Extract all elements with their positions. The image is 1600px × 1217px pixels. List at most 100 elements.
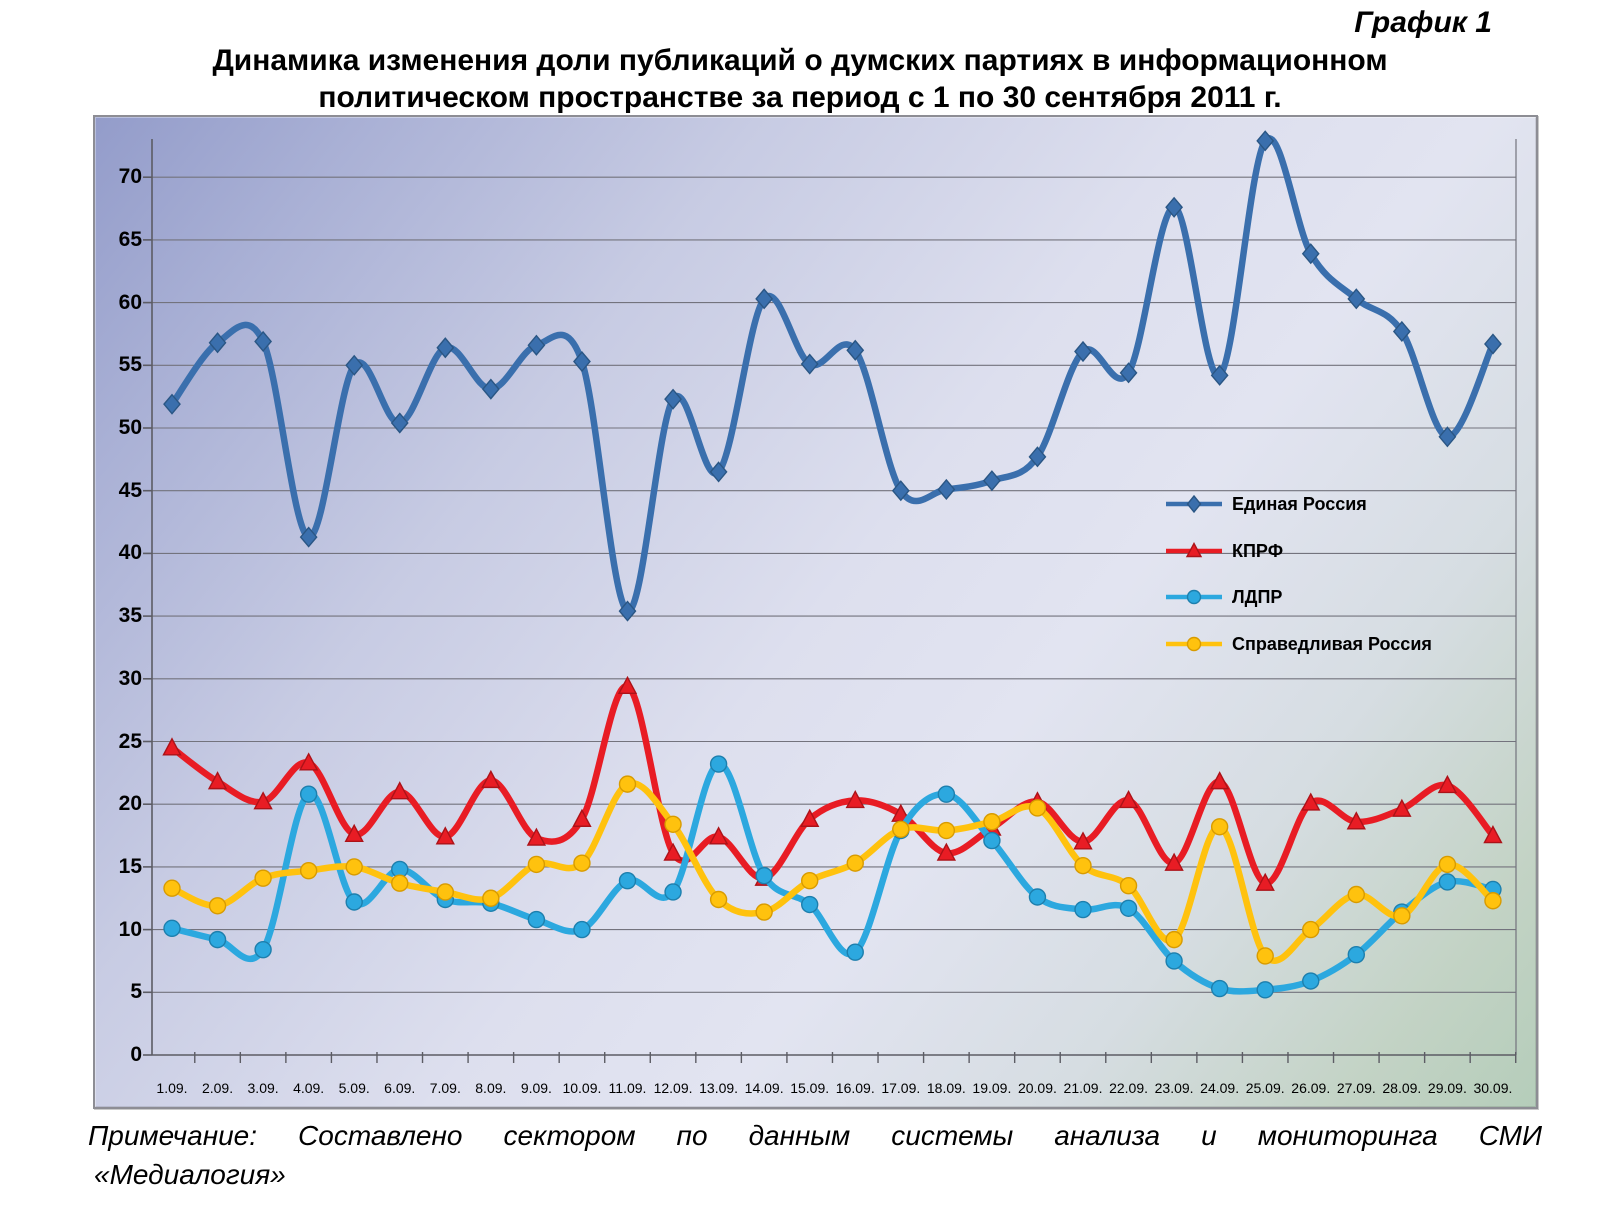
legend-item-справедливая-россия: Справедливая Россия: [1165, 632, 1432, 656]
x-tick-label-8-09-: 8.09.: [475, 1080, 507, 1096]
data-point-marker: [436, 337, 455, 359]
data-point-marker: [1302, 920, 1320, 939]
data-point-marker: [1119, 877, 1138, 895]
x-tick-label-6-09-: 6.09.: [384, 1080, 416, 1096]
data-point-marker: [1165, 196, 1184, 218]
x-tick-label-2-09-: 2.09.: [201, 1080, 234, 1096]
data-point-marker: [618, 600, 637, 622]
legend-item-лдпр: ЛДПР: [1165, 585, 1282, 609]
data-point-marker: [435, 826, 455, 845]
data-point-marker: [482, 889, 500, 907]
data-point-marker: [573, 350, 591, 373]
data-point-marker: [755, 288, 774, 310]
y-tick-label-55: 55: [118, 353, 142, 377]
x-tick-label-15-09-: 15.09.: [790, 1080, 830, 1096]
x-tick-label-22-09-: 22.09.: [1109, 1080, 1149, 1096]
data-point-marker: [163, 393, 181, 415]
data-point-marker: [1302, 972, 1320, 990]
data-point-marker: [709, 461, 728, 483]
data-point-marker: [344, 823, 364, 842]
series-line: [168, 760, 1497, 995]
data-point-marker: [1347, 288, 1366, 310]
data-point-marker: [1028, 446, 1047, 468]
data-point-marker: [1028, 799, 1047, 817]
legend-label: ЛДПР: [1232, 586, 1283, 607]
data-point-marker: [299, 785, 318, 803]
data-point-marker: [1301, 243, 1320, 265]
data-point-marker: [253, 791, 273, 810]
data-point-marker: [572, 808, 592, 827]
data-point-marker: [1483, 825, 1503, 844]
y-tick-label-65: 65: [118, 227, 142, 251]
data-point-marker: [1210, 979, 1229, 998]
x-tick-label-30-09-: 30.09.: [1473, 1080, 1513, 1096]
data-point-marker: [527, 910, 546, 929]
data-point-marker: [1074, 900, 1092, 919]
note: Примечание: Составлено сектором по данны…: [88, 1116, 1542, 1194]
data-point-marker: [1346, 811, 1366, 830]
data-point-marker: [1256, 130, 1275, 152]
data-point-marker: [1256, 981, 1274, 999]
data-point-marker: [846, 854, 864, 872]
data-point-marker: [299, 861, 318, 880]
data-point-marker: [1028, 888, 1047, 906]
data-point-marker: [1074, 340, 1092, 363]
y-tick-label-60: 60: [118, 290, 142, 314]
data-point-marker: [345, 858, 363, 876]
data-point-marker: [983, 813, 1001, 831]
data-point-marker: [299, 526, 318, 548]
x-tick-label-20-09-: 20.09.: [1017, 1080, 1057, 1096]
data-point-marker: [208, 332, 227, 354]
series-лдпр: [163, 755, 1502, 999]
data-point-marker: [254, 940, 272, 959]
data-point-marker: [1073, 831, 1093, 850]
y-tick-label-70: 70: [118, 165, 142, 189]
figure-label: График 1: [1354, 6, 1492, 39]
series-единая-россия: [163, 130, 1502, 622]
legend-item-кпрф: КПРФ: [1165, 539, 1283, 563]
data-point-marker: [1438, 426, 1457, 448]
data-point-marker: [481, 378, 500, 400]
chart-frame: 0 5 10 15 20 25 30 35 40 45 50 55 60 65 70 1.09. 2.09. 3…: [93, 115, 1538, 1109]
chart-title: Динамика изменения доли публикаций о дум…: [0, 42, 1600, 116]
x-tick-label-13-09-: 13.09.: [699, 1080, 739, 1096]
data-point-marker: [1347, 945, 1366, 964]
data-point-marker: [527, 855, 546, 874]
data-point-marker: [1186, 636, 1202, 652]
data-point-marker: [254, 330, 273, 353]
x-tick-label-7-09-: 7.09.: [429, 1080, 461, 1096]
data-point-marker: [1118, 789, 1139, 809]
data-point-marker: [436, 883, 454, 901]
x-tick-label-29-09-: 29.09.: [1427, 1080, 1467, 1096]
data-point-marker: [709, 890, 728, 909]
data-point-marker: [1484, 892, 1502, 910]
data-point-marker: [708, 826, 729, 845]
data-point-marker: [1074, 856, 1092, 875]
data-point-marker: [1164, 852, 1184, 871]
data-point-marker: [391, 874, 409, 892]
y-tick-label-25: 25: [118, 729, 142, 753]
data-point-marker: [1437, 774, 1458, 794]
data-point-marker: [709, 755, 728, 773]
data-point-marker: [1185, 542, 1203, 558]
series-кпрф: [162, 675, 1503, 891]
data-point-marker: [207, 771, 228, 790]
x-tick-label-3-09-: 3.09.: [247, 1080, 279, 1096]
data-point-marker: [801, 871, 819, 890]
x-tick-label-19-09-: 19.09.: [972, 1080, 1012, 1096]
data-point-marker: [937, 478, 956, 501]
data-point-marker: [936, 842, 957, 861]
data-point-marker: [163, 879, 181, 897]
data-point-marker: [1165, 952, 1183, 970]
x-tick-label-14-09-: 14.09.: [744, 1080, 784, 1096]
data-point-marker: [618, 775, 637, 793]
data-point-marker: [664, 815, 682, 833]
data-point-marker: [1210, 818, 1229, 836]
data-point-marker: [892, 820, 910, 838]
data-point-marker: [1392, 320, 1411, 343]
x-tick-label-4-09-: 4.09.: [293, 1080, 325, 1096]
data-point-marker: [937, 821, 956, 840]
data-point-marker: [1347, 885, 1366, 904]
data-point-marker: [526, 827, 547, 846]
